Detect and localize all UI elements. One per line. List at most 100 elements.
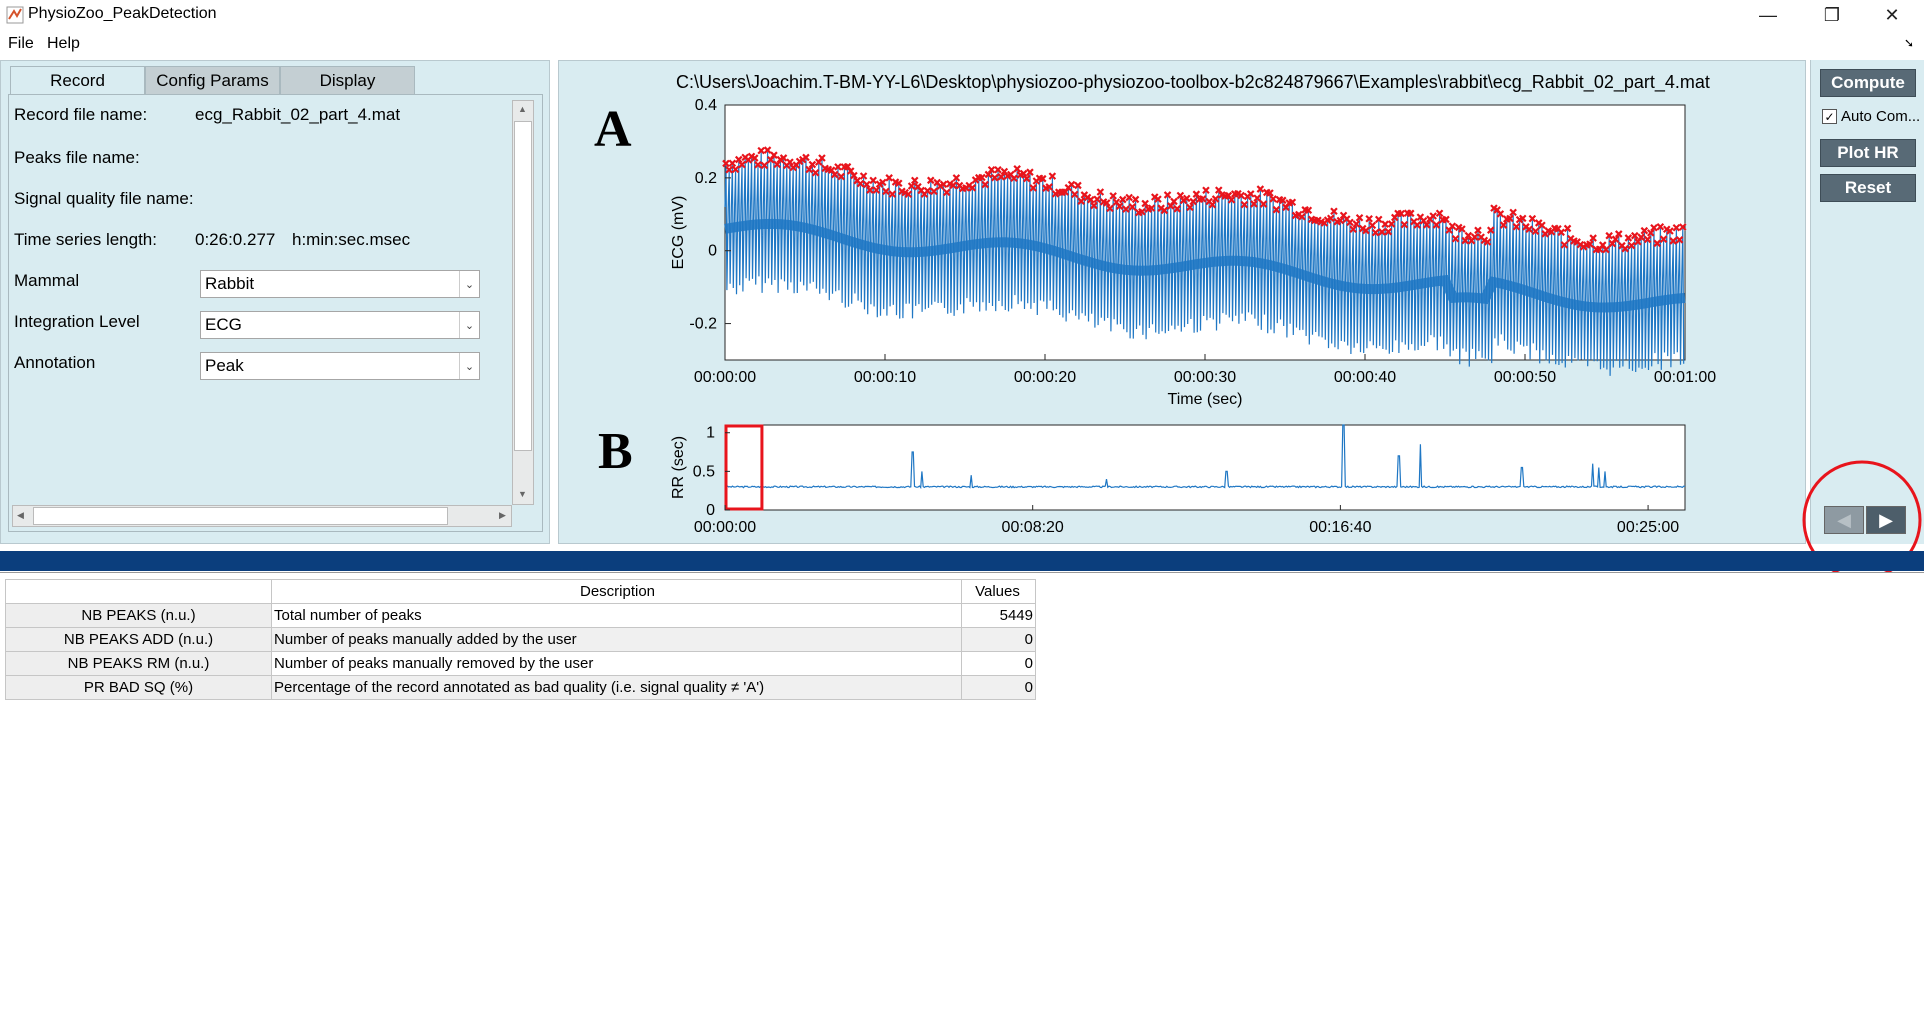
table-row[interactable]: PR BAD SQ (%) Percentage of the record a…: [5, 675, 1036, 700]
peak-marker: [1678, 223, 1687, 231]
peak-marker: [1486, 226, 1495, 234]
table-header-blank: [5, 579, 272, 604]
peak-marker: [1586, 240, 1594, 248]
minimize-button[interactable]: —: [1759, 4, 1777, 25]
peak-marker: [1496, 210, 1505, 218]
close-button[interactable]: ✕: [1884, 4, 1900, 25]
auto-compute-checkbox[interactable]: ✓ Auto Com...: [1822, 108, 1920, 125]
y-axis-label: RR (sec): [670, 436, 687, 499]
peak-marker: [1298, 212, 1306, 221]
chevron-down-icon[interactable]: ⌄: [459, 312, 479, 338]
peak-marker: [1483, 238, 1492, 246]
peak-marker: [754, 160, 762, 169]
peak-marker: [1010, 174, 1018, 182]
peak-marker: [811, 168, 820, 177]
peak-marker: [866, 186, 874, 194]
previous-window-button[interactable]: ◀: [1824, 506, 1864, 534]
menu-file[interactable]: File: [8, 35, 34, 52]
row-description: Number of peaks manually removed by the …: [271, 651, 962, 676]
peak-marker: [1666, 227, 1674, 235]
table-row[interactable]: NB PEAKS (n.u.) Total number of peaks 54…: [5, 603, 1036, 628]
scroll-left-icon[interactable]: ◀: [17, 510, 24, 520]
rr-series-line: [724, 424, 1686, 490]
annotation-select[interactable]: Peak ⌄: [200, 352, 480, 380]
peak-marker: [907, 182, 916, 190]
peak-marker: [1115, 202, 1124, 210]
rr-chart[interactable]: 1 0.5 000:00:00 00:08:20 00:16:40 00:25:00 RR …: [660, 420, 1700, 545]
peak-marker: [757, 146, 765, 155]
horizontal-scrollbar[interactable]: ◀ ▶: [12, 505, 512, 527]
vertical-scrollbar[interactable]: ▲ ▼: [512, 100, 534, 505]
checkmark-icon[interactable]: ✓: [1822, 109, 1837, 124]
peak-marker: [1640, 226, 1649, 235]
ts-length-unit: h:min:sec.msec: [292, 230, 411, 249]
peak-marker: [1330, 207, 1338, 216]
peak-marker: [1246, 190, 1255, 198]
plot-title: C:\Users\Joachim.T-BM-YY-L6\Desktop\phys…: [676, 72, 1710, 92]
plot-hr-button[interactable]: Plot HR: [1820, 139, 1916, 167]
peak-marker: [1368, 221, 1377, 230]
peak-marker: [1198, 195, 1207, 203]
peak-marker: [1147, 204, 1156, 212]
x-tick-label: 00:00:20: [1014, 369, 1076, 386]
mammal-select[interactable]: Rabbit ⌄: [200, 270, 480, 298]
peak-marker: [987, 165, 996, 174]
peak-marker: [1448, 222, 1457, 230]
peak-marker: [1646, 229, 1655, 237]
peak-marker: [1304, 206, 1313, 215]
tab-record[interactable]: Record: [10, 66, 145, 94]
window-title: PhysioZoo_PeakDetection: [28, 5, 217, 22]
peak-marker: [882, 187, 890, 196]
peak-marker: [770, 151, 778, 159]
integration-level-select-value: ECG: [205, 315, 242, 334]
peak-marker: [1621, 244, 1629, 253]
matlab-icon: [6, 6, 24, 24]
next-window-button[interactable]: ▶: [1866, 506, 1906, 534]
tab-config-params[interactable]: Config Params: [145, 66, 280, 94]
row-value: 0: [961, 675, 1036, 700]
peak-marker: [1211, 195, 1220, 203]
row-value: 0: [961, 651, 1036, 676]
record-file-label: Record file name:: [14, 105, 148, 124]
peak-marker: [837, 172, 845, 181]
peak-marker: [1371, 228, 1380, 237]
row-description: Percentage of the record annotated as ba…: [271, 675, 962, 700]
peak-marker: [1077, 197, 1085, 205]
peak-marker: [1637, 233, 1645, 241]
chevron-down-icon[interactable]: ⌄: [459, 271, 479, 297]
peak-marker: [856, 179, 865, 188]
peak-marker: [990, 173, 999, 182]
x-tick-label: 00:00:30: [1174, 369, 1236, 386]
scroll-down-icon[interactable]: ▼: [518, 489, 527, 499]
vertical-scroll-thumb[interactable]: [514, 121, 532, 451]
peak-marker: [1362, 226, 1370, 235]
scroll-right-icon[interactable]: ▶: [499, 510, 506, 520]
peak-marker: [1278, 196, 1287, 205]
scroll-up-icon[interactable]: ▲: [518, 104, 527, 114]
peak-marker: [1163, 191, 1172, 199]
x-tick-label: 00:00:40: [1334, 369, 1396, 386]
table-row[interactable]: NB PEAKS ADD (n.u.) Number of peaks manu…: [5, 627, 1036, 652]
table-row[interactable]: NB PEAKS RM (n.u.) Number of peaks manua…: [5, 651, 1036, 676]
integration-level-select[interactable]: ECG ⌄: [200, 311, 480, 339]
peak-marker: [1141, 199, 1149, 208]
horizontal-scroll-thumb[interactable]: [33, 507, 448, 525]
menu-help[interactable]: Help: [47, 35, 80, 52]
tab-display[interactable]: Display: [280, 66, 415, 94]
peak-marker: [1240, 200, 1249, 209]
peak-marker: [1442, 215, 1450, 224]
panel-splitter[interactable]: [0, 551, 1924, 571]
compute-button[interactable]: Compute: [1820, 69, 1916, 97]
restore-button[interactable]: ❐: [1823, 4, 1841, 25]
peak-marker: [1602, 245, 1610, 254]
peak-marker: [1464, 231, 1473, 240]
undock-arrow-icon[interactable]: ➘: [1903, 36, 1914, 50]
row-name: PR BAD SQ (%): [5, 675, 272, 700]
peak-marker: [1352, 220, 1361, 228]
reset-button[interactable]: Reset: [1820, 174, 1916, 202]
peak-marker: [802, 153, 810, 162]
peak-marker: [1614, 230, 1623, 238]
peak-marker: [923, 187, 932, 195]
chevron-down-icon[interactable]: ⌄: [459, 353, 479, 379]
ecg-chart[interactable]: 0.4 0.2 0 -0.2 00:00:00 00:00:10 00:00:20 00:00…: [660, 90, 1716, 410]
